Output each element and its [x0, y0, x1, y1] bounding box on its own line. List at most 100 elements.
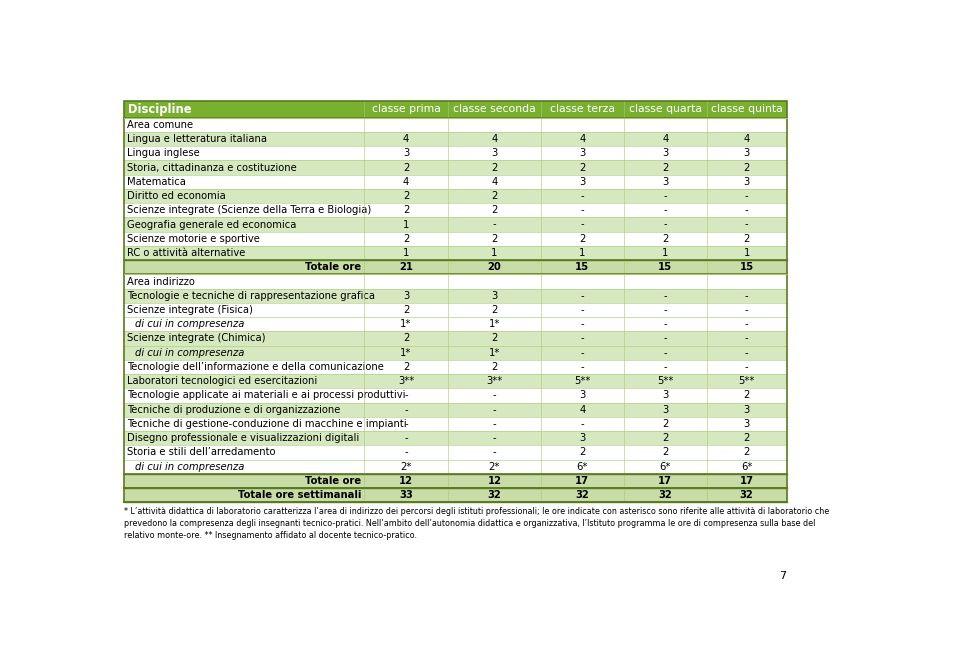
Text: 2: 2 — [579, 447, 586, 457]
Text: -: - — [663, 220, 667, 230]
Text: 1*: 1* — [489, 348, 500, 358]
Bar — [540, 101, 624, 117]
Bar — [624, 388, 707, 403]
Text: 2: 2 — [743, 234, 750, 244]
Bar — [124, 246, 364, 260]
Text: -: - — [745, 348, 749, 358]
Bar — [540, 388, 624, 403]
Bar — [540, 474, 624, 488]
Bar — [447, 217, 540, 232]
Bar — [624, 232, 707, 246]
Bar — [447, 203, 540, 217]
Text: -: - — [581, 191, 584, 201]
Text: 3: 3 — [662, 391, 668, 401]
Bar — [364, 232, 447, 246]
Bar — [447, 246, 540, 260]
Bar — [364, 488, 447, 502]
Bar — [624, 488, 707, 502]
Bar — [447, 147, 540, 160]
Bar — [124, 189, 364, 203]
Bar — [364, 288, 447, 303]
Bar — [707, 232, 786, 246]
Text: -: - — [581, 362, 584, 372]
Text: Tecniche di produzione e di organizzazione: Tecniche di produzione e di organizzazio… — [127, 405, 341, 414]
Bar — [707, 403, 786, 417]
Text: 2*: 2* — [400, 462, 412, 472]
Bar — [624, 189, 707, 203]
Bar — [707, 388, 786, 403]
Text: 15: 15 — [739, 262, 754, 273]
Bar — [124, 474, 364, 488]
Text: -: - — [745, 319, 749, 329]
Bar — [624, 360, 707, 374]
Bar — [447, 374, 540, 388]
Text: -: - — [745, 205, 749, 215]
Text: -: - — [492, 419, 496, 429]
Text: 4: 4 — [403, 177, 409, 187]
Bar — [447, 117, 540, 132]
Text: 12: 12 — [399, 476, 413, 486]
Text: 32: 32 — [575, 490, 589, 500]
Bar — [624, 317, 707, 331]
Bar — [540, 175, 624, 189]
Bar — [124, 374, 364, 388]
Text: 3: 3 — [579, 391, 586, 401]
Bar — [124, 403, 364, 417]
Bar — [124, 346, 364, 360]
Bar — [540, 317, 624, 331]
Text: Tecnologie applicate ai materiali e ai processi produttivi: Tecnologie applicate ai materiali e ai p… — [127, 391, 405, 401]
Text: -: - — [581, 220, 584, 230]
Text: -: - — [581, 205, 584, 215]
Text: 4: 4 — [492, 177, 497, 187]
Text: 3: 3 — [492, 291, 497, 301]
Text: 3: 3 — [743, 177, 750, 187]
Text: 15: 15 — [659, 262, 672, 273]
Bar — [364, 474, 447, 488]
Bar — [707, 246, 786, 260]
Bar — [707, 117, 786, 132]
Bar — [124, 431, 364, 446]
Text: 3: 3 — [579, 148, 586, 158]
Text: Scienze integrate (Chimica): Scienze integrate (Chimica) — [127, 333, 266, 343]
Bar — [447, 132, 540, 147]
Bar — [707, 331, 786, 346]
Text: 2: 2 — [403, 234, 409, 244]
Text: 1: 1 — [743, 248, 750, 258]
Bar — [624, 147, 707, 160]
Bar — [364, 459, 447, 474]
Text: -: - — [663, 319, 667, 329]
Text: Totale ore: Totale ore — [305, 262, 361, 273]
Bar — [707, 459, 786, 474]
Bar — [540, 275, 624, 288]
Text: 3: 3 — [743, 148, 750, 158]
Text: 2: 2 — [662, 234, 668, 244]
Text: Scienze integrate (Fisica): Scienze integrate (Fisica) — [127, 305, 252, 315]
Text: Disegno professionale e visualizzazioni digitali: Disegno professionale e visualizzazioni … — [127, 433, 359, 444]
Bar — [124, 417, 364, 431]
Bar — [540, 232, 624, 246]
Bar — [447, 331, 540, 346]
Text: 2: 2 — [403, 205, 409, 215]
Text: 2*: 2* — [489, 462, 500, 472]
Text: di cui in compresenza: di cui in compresenza — [134, 348, 244, 358]
Bar — [707, 417, 786, 431]
Bar — [124, 147, 364, 160]
Text: 3: 3 — [662, 177, 668, 187]
Text: Tecnologie e tecniche di rappresentazione grafica: Tecnologie e tecniche di rappresentazion… — [127, 291, 375, 301]
Bar — [124, 160, 364, 175]
Text: Tecniche di gestione-conduzione di macchine e impianti: Tecniche di gestione-conduzione di macch… — [127, 419, 407, 429]
Text: 32: 32 — [488, 490, 501, 500]
Text: Scienze integrate (Scienze della Terra e Biologia): Scienze integrate (Scienze della Terra e… — [127, 205, 372, 215]
Text: -: - — [745, 291, 749, 301]
Text: 12: 12 — [488, 476, 501, 486]
Bar — [707, 346, 786, 360]
Text: 2: 2 — [403, 333, 409, 343]
Text: 2: 2 — [403, 191, 409, 201]
Text: Geografia generale ed economica: Geografia generale ed economica — [127, 220, 297, 230]
Bar — [447, 488, 540, 502]
Bar — [624, 403, 707, 417]
Text: classe prima: classe prima — [372, 104, 441, 114]
Text: di cui in compresenza: di cui in compresenza — [134, 319, 244, 329]
Bar — [124, 288, 364, 303]
Text: 1: 1 — [662, 248, 668, 258]
